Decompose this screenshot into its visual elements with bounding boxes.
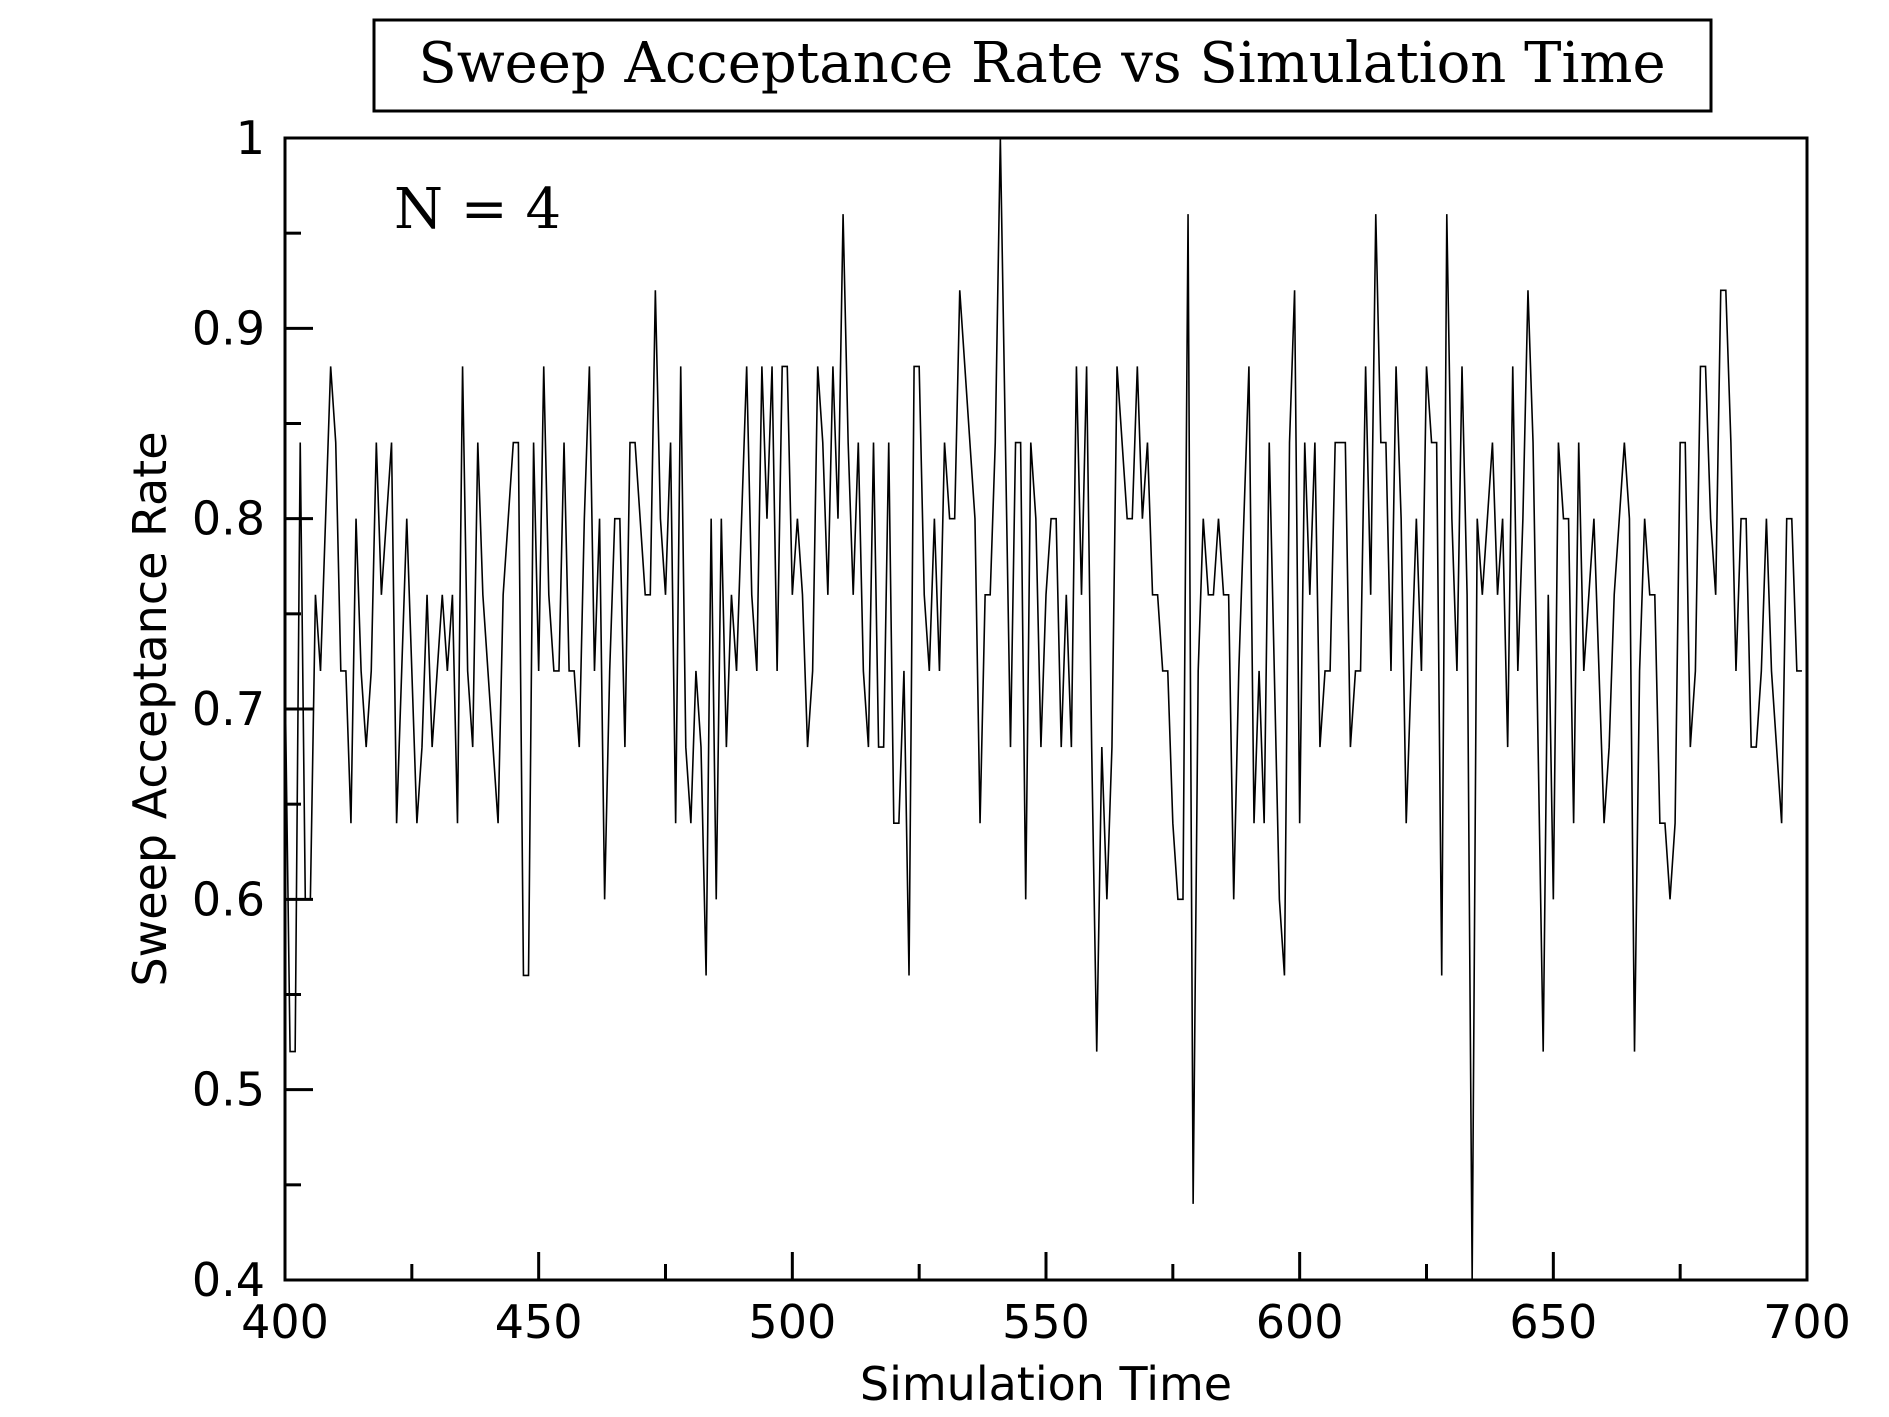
- y-tick-label: 0.4: [192, 1253, 265, 1307]
- n-annotation: N = 4: [394, 177, 561, 242]
- y-axis-ticks: 0.4 0.5 0.6 0.7 0.8 0.9 1: [192, 111, 313, 1307]
- x-tick-label: 700: [1763, 1295, 1851, 1349]
- x-tick-label: 500: [748, 1295, 836, 1349]
- title-box: Sweep Acceptance Rate vs Simulation Time: [372, 18, 1713, 113]
- y-axis-label: Sweep Acceptance Rate: [123, 431, 177, 986]
- x-tick-label: 550: [1002, 1295, 1090, 1349]
- y-tick-label: 0.8: [192, 492, 265, 546]
- chart-title: Sweep Acceptance Rate vs Simulation Time: [418, 31, 1665, 96]
- x-tick-label: 400: [241, 1295, 329, 1349]
- title-frame: [372, 18, 1713, 113]
- x-axis-ticks: 400 450 500 550 600 650 700: [241, 1252, 1851, 1349]
- plot-area: 400 450 500 550 600 650 700 0.4 0.5 0.6 0.7 0.8 0.9…: [192, 111, 1851, 1349]
- x-tick-label: 600: [1256, 1295, 1344, 1349]
- plot-frame: [283, 136, 1809, 1282]
- series-line: [284, 137, 1802, 1281]
- x-tick-label: 450: [495, 1295, 583, 1349]
- y-tick-label: 0.6: [192, 872, 265, 926]
- x-axis-label: Simulation Time: [860, 1357, 1232, 1411]
- y-tick-label: 0.7: [192, 682, 265, 736]
- x-tick-label: 650: [1509, 1295, 1597, 1349]
- y-tick-label: 0.5: [192, 1063, 265, 1117]
- y-tick-label: 0.9: [192, 301, 265, 355]
- y-tick-label: 1: [236, 111, 265, 165]
